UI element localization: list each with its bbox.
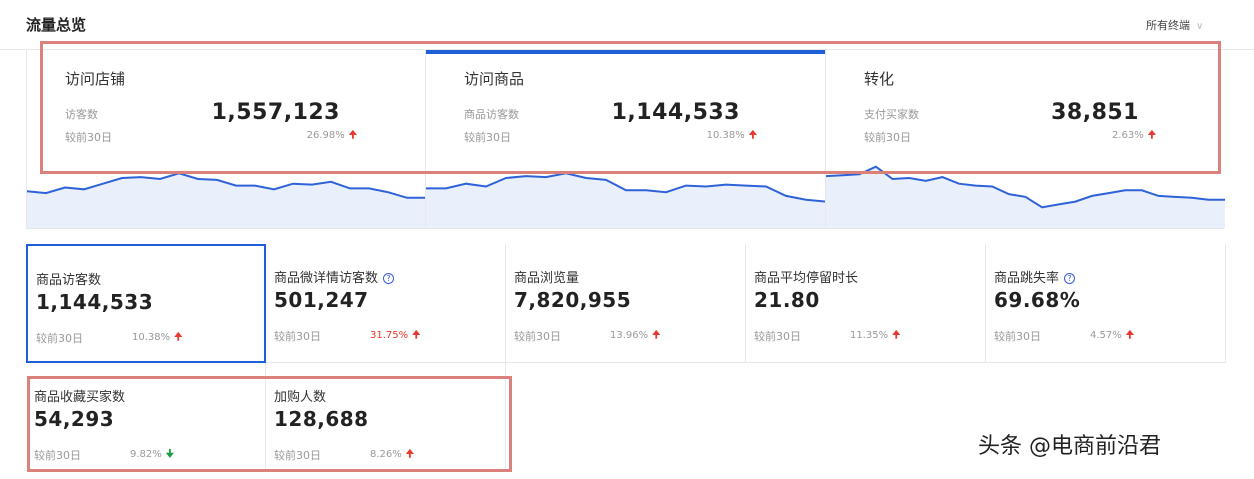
- change-pct: 9.82% 🠋: [130, 447, 174, 464]
- sparkline-line: [826, 165, 1225, 209]
- metric-name: 商品收藏买家数: [34, 386, 125, 405]
- compare-label: 较前30日: [994, 330, 1041, 343]
- compare-label: 较前30日: [464, 131, 511, 144]
- page-title: 流量总览: [26, 16, 87, 34]
- metric-value: 7,820,955: [514, 288, 632, 312]
- metric-name: 加购人数: [274, 386, 326, 405]
- change-pct: 10.38% 🠉: [707, 128, 757, 145]
- metric-name: 商品跳失率?: [994, 267, 1076, 286]
- change-pct: 13.96% 🠉: [610, 328, 660, 345]
- metric-label: 访客数: [65, 108, 98, 121]
- change-pct: 31.75% 🠉: [370, 328, 420, 345]
- terminal-select-value: 所有终端: [1146, 19, 1190, 32]
- arrow-up-icon: 🠉: [1125, 330, 1135, 341]
- metric-name-text: 商品访客数: [36, 273, 102, 288]
- change-value: 10.38%: [706, 130, 745, 141]
- metric-name-text: 商品平均停留时长: [754, 271, 859, 286]
- arrow-down-icon: 🠋: [165, 449, 175, 460]
- metric-cell[interactable]: 商品微详情访客数? 501,247 较前30日 31.75% 🠉: [266, 244, 506, 363]
- metric-value: 1,144,533: [36, 290, 154, 314]
- arrow-up-icon: 🠉: [348, 130, 357, 141]
- arrow-up-icon: 🠉: [748, 130, 757, 141]
- change-value: 13.96%: [610, 330, 649, 341]
- change-value: 11.35%: [850, 330, 889, 341]
- metric-cell[interactable]: 商品跳失率? 69.68% 较前30日 4.57% 🠉: [986, 244, 1226, 363]
- sparkline: [826, 165, 1225, 228]
- change-pct: 4.57% 🠉: [1090, 328, 1134, 345]
- change-value: 26.98%: [306, 130, 345, 141]
- arrow-up-icon: 🠉: [405, 449, 415, 460]
- metric-name-text: 商品微详情访客数: [274, 271, 379, 286]
- overview-card[interactable]: 访问店铺 访客数 较前30日 1,557,123 26.98% 🠉: [26, 50, 426, 229]
- arrow-up-icon: 🠉: [892, 330, 901, 341]
- compare-label: 较前30日: [514, 330, 561, 343]
- metric-value: 54,293: [34, 407, 115, 431]
- metric-value: 1,144,533: [611, 100, 740, 125]
- change-pct: 26.98% 🠉: [307, 128, 357, 145]
- metric-name: 商品微详情访客数?: [274, 267, 395, 286]
- compare-label: 较前30日: [754, 330, 801, 343]
- metric-name-text: 商品跳失率: [994, 271, 1060, 286]
- change-pct: 8.26% 🠉: [370, 447, 414, 464]
- card-title: 转化: [864, 70, 895, 88]
- change-value: 2.63%: [1111, 130, 1144, 141]
- divider: [0, 49, 1254, 50]
- card-title: 访问店铺: [65, 70, 126, 88]
- compare-label: 较前30日: [36, 332, 83, 345]
- chevron-down-icon: ∨: [1196, 21, 1204, 32]
- metric-cell[interactable]: 商品访客数 1,144,533 较前30日 10.38% 🠉: [26, 244, 266, 363]
- question-circle-icon[interactable]: ?: [1064, 273, 1076, 284]
- compare-label: 较前30日: [34, 449, 81, 462]
- sparkline-line: [426, 172, 826, 203]
- question-circle-icon[interactable]: ?: [383, 273, 395, 284]
- metric-value: 128,688: [274, 407, 369, 431]
- metric-value: 38,851: [1051, 100, 1139, 125]
- metric-label: 商品访客数: [464, 108, 519, 121]
- metric-cell[interactable]: 商品收藏买家数 54,293 较前30日 9.82% 🠋: [26, 363, 266, 471]
- metric-cell[interactable]: 商品平均停留时长 21.80 较前30日 11.35% 🠉: [746, 244, 986, 363]
- metric-name: 商品访客数: [36, 269, 101, 288]
- compare-label: 较前30日: [274, 449, 321, 462]
- metric-value: 21.80: [754, 288, 820, 312]
- arrow-up-icon: 🠉: [652, 330, 661, 341]
- card-title: 访问商品: [464, 70, 525, 88]
- compare-label: 较前30日: [864, 131, 911, 144]
- overview-card[interactable]: 访问商品 商品访客数 较前30日 1,144,533 10.38% 🠉: [425, 50, 826, 229]
- arrow-up-icon: 🠉: [412, 330, 421, 341]
- change-pct: 10.38% 🠉: [132, 330, 182, 347]
- metric-name: 商品平均停留时长: [754, 267, 858, 286]
- compare-label: 较前30日: [65, 131, 112, 144]
- change-value: 31.75%: [370, 330, 409, 341]
- change-pct: 2.63% 🠉: [1112, 128, 1156, 145]
- metric-label: 支付买家数: [864, 108, 919, 121]
- metric-value: 501,247: [274, 288, 369, 312]
- metric-cell[interactable]: 加购人数 128,688 较前30日 8.26% 🠉: [266, 363, 506, 471]
- sparkline-area: [426, 173, 826, 228]
- metric-name-text: 商品浏览量: [514, 271, 580, 286]
- metric-value: 69.68%: [994, 288, 1081, 312]
- overview-card[interactable]: 转化 支付买家数 较前30日 38,851 2.63% 🠉: [825, 50, 1225, 229]
- metric-name-text: 加购人数: [274, 390, 327, 405]
- terminal-select[interactable]: 所有终端 ∨: [1146, 17, 1203, 33]
- active-indicator: [426, 50, 825, 54]
- change-value: 10.38%: [132, 332, 171, 343]
- change-value: 9.82%: [130, 449, 162, 460]
- sparkline-line: [27, 172, 426, 199]
- arrow-up-icon: 🠉: [174, 332, 183, 343]
- change-pct: 11.35% 🠉: [850, 328, 900, 345]
- sparkline: [426, 172, 826, 228]
- compare-label: 较前30日: [274, 330, 321, 343]
- metric-name: 商品浏览量: [514, 267, 579, 286]
- sparkline-area: [27, 173, 426, 228]
- metric-value: 1,557,123: [211, 100, 340, 125]
- sparkline: [27, 172, 426, 228]
- metric-name-text: 商品收藏买家数: [34, 390, 126, 405]
- change-value: 4.57%: [1090, 330, 1122, 341]
- metric-cell[interactable]: 商品浏览量 7,820,955 较前30日 13.96% 🠉: [506, 244, 746, 363]
- arrow-up-icon: 🠉: [1147, 130, 1156, 141]
- watermark: 头条 @电商前沿君: [978, 434, 1161, 459]
- change-value: 8.26%: [370, 449, 402, 460]
